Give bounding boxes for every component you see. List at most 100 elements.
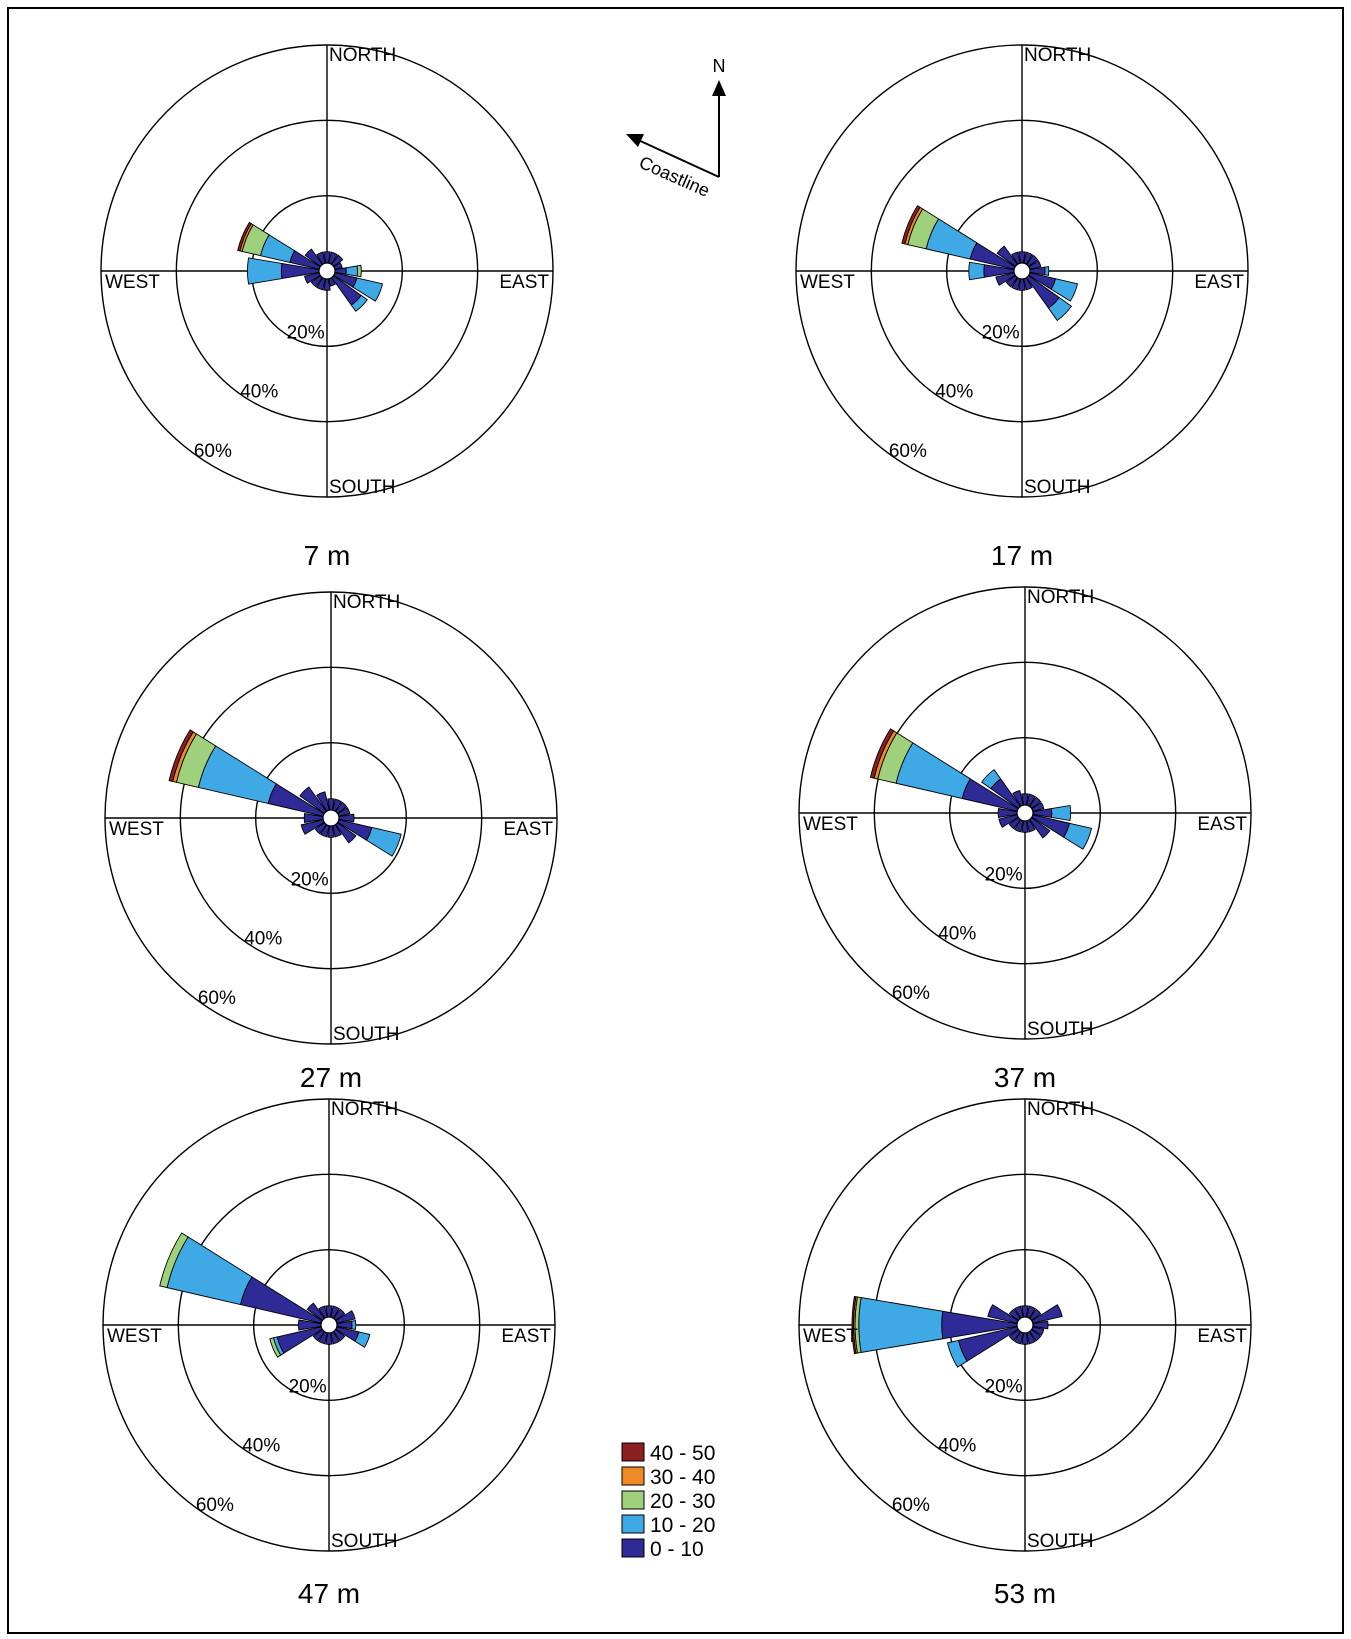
center-hub <box>320 1316 338 1334</box>
center-hub <box>1016 804 1034 822</box>
legend-swatch-0-10 <box>621 1538 645 1558</box>
label-north: NORTH <box>333 592 400 613</box>
sector-90-bin-1 <box>351 1320 357 1330</box>
legend-label-10-20: 10 - 20 <box>650 1514 715 1537</box>
sector-112.5-bin-1 <box>1063 822 1093 850</box>
figure-frame <box>7 7 1344 1634</box>
coastline-arrow-shaft <box>635 138 720 178</box>
sector-247.5-bin-2 <box>269 1337 282 1358</box>
label-west: WEST <box>803 814 858 835</box>
legend-swatch-30-40 <box>621 1466 645 1486</box>
ring-label-20: 20% <box>291 869 329 890</box>
label-north: NORTH <box>329 45 396 66</box>
sector-270-bin-4 <box>851 1295 857 1355</box>
ring-label-20: 20% <box>985 1376 1023 1397</box>
sector-90-bin-1 <box>1044 266 1050 276</box>
windrose-panel-4: NORTH EAST SOUTH WEST 20% 40% 60% 37 m <box>798 586 1252 1093</box>
ring-label-60: 60% <box>892 1495 930 1516</box>
sector-315-bin-1 <box>981 769 1002 790</box>
sector-247.5-bin-1 <box>946 1339 968 1368</box>
ring-label-40: 40% <box>244 929 282 950</box>
coastline-arrow-icon <box>626 134 644 147</box>
center-hub <box>1016 1316 1034 1334</box>
windrose-panel-3: NORTH EAST SOUTH WEST 20% 40% 60% 27 m <box>104 591 558 1093</box>
label-west: WEST <box>800 272 855 293</box>
windrose-panel-6: NORTH EAST SOUTH WEST 20% 40% 60% 53 m <box>798 1098 1252 1609</box>
ring-label-40: 40% <box>938 1436 976 1457</box>
ring-label-60: 60% <box>198 988 236 1009</box>
sector-90-bin-1 <box>1050 804 1072 822</box>
label-south: SOUTH <box>1024 477 1091 498</box>
ring-label-40: 40% <box>242 1436 280 1457</box>
label-south: SOUTH <box>331 1531 398 1552</box>
windrose-panel-2: NORTH EAST SOUTH WEST 20% 40% 60% 17 m <box>795 44 1249 571</box>
sector-135-bin-1 <box>1047 296 1073 322</box>
panel-caption: 27 m <box>300 1062 362 1093</box>
ring-label-20: 20% <box>982 322 1020 343</box>
label-south: SOUTH <box>329 477 396 498</box>
label-east: EAST <box>503 819 553 840</box>
ring-label-20: 20% <box>287 322 325 343</box>
sector-292.5-bin-4 <box>869 728 895 779</box>
ring-label-40: 40% <box>938 924 976 945</box>
legend-swatch-10-20 <box>621 1514 645 1534</box>
sector-270-bin-1 <box>246 257 283 285</box>
center-hub <box>1013 262 1031 280</box>
ring-label-60: 60% <box>892 983 930 1004</box>
label-north: NORTH <box>1024 45 1091 66</box>
legend-label-0-10: 0 - 10 <box>650 1538 704 1561</box>
label-west: WEST <box>109 819 164 840</box>
center-hub <box>318 262 336 280</box>
panel-caption: 37 m <box>994 1062 1056 1093</box>
sector-112.5-bin-1 <box>354 1331 371 1348</box>
label-east: EAST <box>499 272 549 293</box>
label-east: EAST <box>1197 814 1247 835</box>
sector-90-bin-2 <box>356 264 362 278</box>
label-east: EAST <box>1197 1326 1247 1347</box>
sector-292.5-bin-4 <box>168 729 194 782</box>
legend-label-40-50: 40 - 50 <box>650 1442 715 1465</box>
panel-caption: 47 m <box>298 1578 360 1609</box>
legend: 40 - 50 30 - 40 20 - 30 10 - 20 0 - 10 <box>621 1442 715 1561</box>
ring-label-20: 20% <box>985 864 1023 885</box>
sector-112.5-bin-1 <box>352 277 384 302</box>
ring-label-20: 20% <box>289 1376 327 1397</box>
legend-swatch-20-30 <box>621 1490 645 1510</box>
label-north: NORTH <box>1027 587 1094 608</box>
panel-caption: 17 m <box>991 540 1053 571</box>
legend-label-20-30: 20 - 30 <box>650 1490 715 1513</box>
label-south: SOUTH <box>1027 1531 1094 1552</box>
windrose-panel-5: NORTH EAST SOUTH WEST 20% 40% 60% 47 m <box>102 1098 556 1609</box>
ring-label-40: 40% <box>935 382 973 403</box>
label-north: NORTH <box>1027 1099 1094 1120</box>
label-west: WEST <box>107 1326 162 1347</box>
panel-caption: 7 m <box>304 540 351 571</box>
windrose-panel-1: NORTH EAST SOUTH WEST 20% 40% 60% 7 m <box>100 44 554 571</box>
ring-label-60: 60% <box>194 441 232 462</box>
sector-270-bin-1 <box>968 261 985 281</box>
label-west: WEST <box>105 272 160 293</box>
windrose-panels: NORTH EAST SOUTH WEST 20% 40% 60% 7 m NORTH EAST S… <box>100 44 1252 1609</box>
label-south: SOUTH <box>1027 1019 1094 1040</box>
sector-135-bin-1 <box>350 294 368 312</box>
north-arrow-icon <box>712 80 726 96</box>
center-hub <box>322 809 340 827</box>
ring-label-40: 40% <box>240 382 278 403</box>
panel-caption: 53 m <box>994 1578 1056 1609</box>
sector-90-bin-1 <box>345 265 359 277</box>
sector-112.5-bin-1 <box>365 826 402 857</box>
label-south: SOUTH <box>333 1024 400 1045</box>
sector-112.5-bin-1 <box>1050 278 1079 302</box>
ring-label-60: 60% <box>889 441 927 462</box>
label-west: WEST <box>803 1326 858 1347</box>
legend-label-30-40: 30 - 40 <box>650 1466 715 1489</box>
ring-label-60: 60% <box>196 1495 234 1516</box>
label-east: EAST <box>1194 272 1244 293</box>
label-east: EAST <box>501 1326 551 1347</box>
legend-swatch-40-50 <box>621 1442 645 1462</box>
label-north: NORTH <box>331 1099 398 1120</box>
north-arrow-label: N <box>713 56 726 76</box>
sector-292.5-bin-2 <box>159 1232 189 1289</box>
sector-292.5-bin-4 <box>901 205 921 245</box>
